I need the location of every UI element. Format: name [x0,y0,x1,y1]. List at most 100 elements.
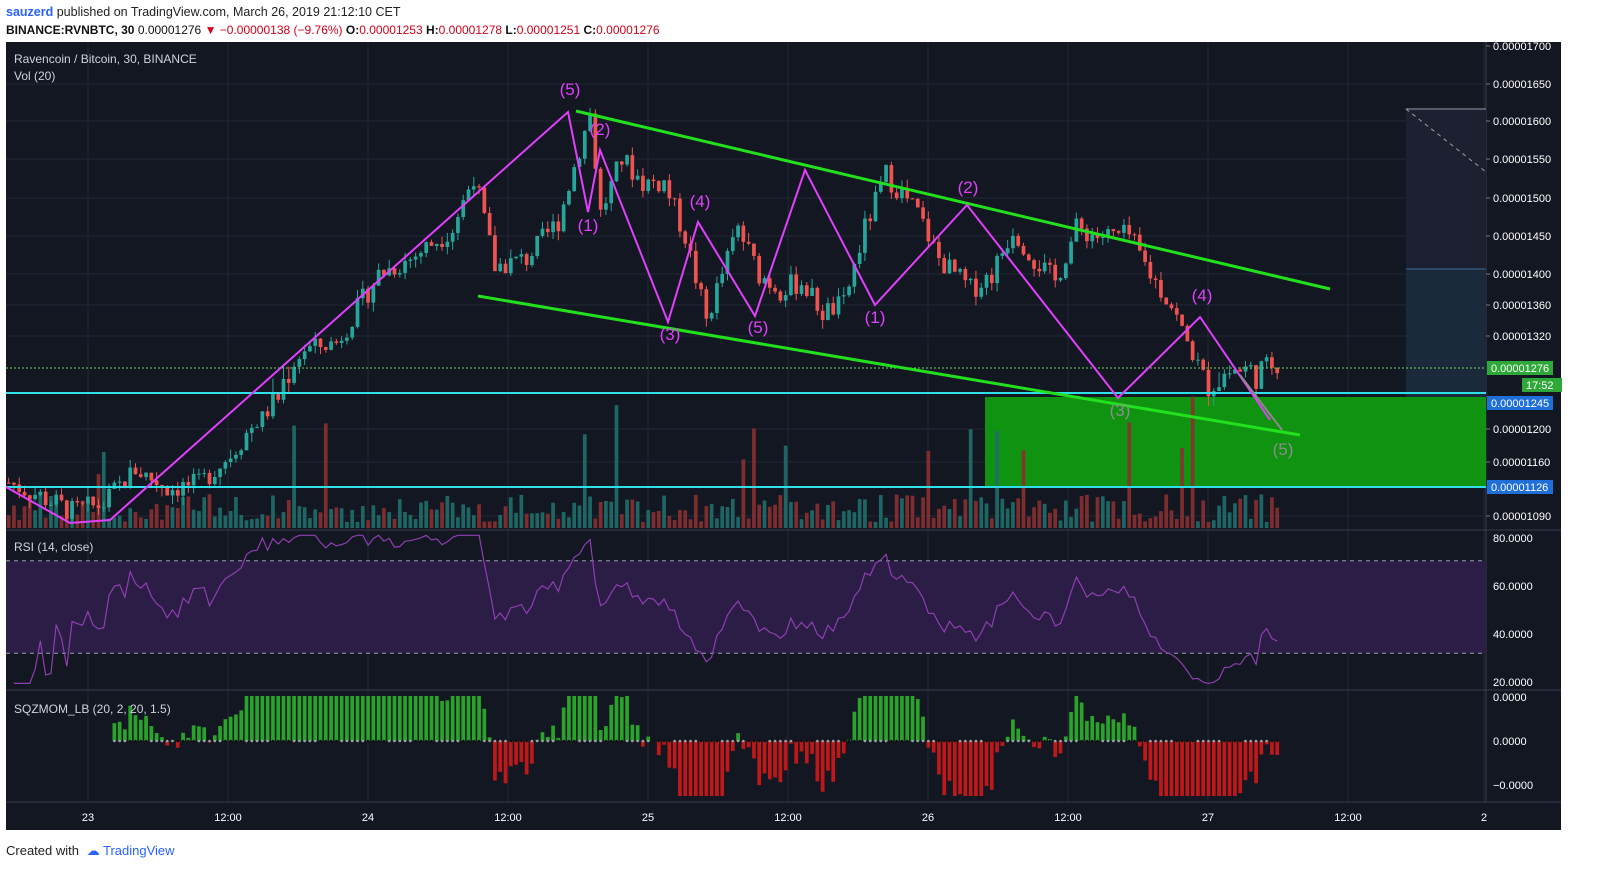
sqz-bar [863,696,867,741]
sqz-bar [942,741,947,796]
candle [313,338,318,346]
symbol-label: BINANCE:RVNBTC, 30 [6,23,135,37]
sqz-dot [594,739,597,743]
candle [138,474,143,477]
candle [614,161,619,182]
candle [662,180,666,192]
volume-bar [995,430,999,528]
volume-bar [387,512,392,528]
candle [1243,366,1248,372]
price-tick: 0.00001500 [1493,193,1551,205]
wave-label: (4) [690,192,711,211]
volume-bar [556,518,561,528]
sqz-bar [1275,741,1280,756]
candle [239,450,244,455]
volume-bar [91,511,96,528]
sqz-dot [324,739,328,743]
volume-bar [101,452,106,528]
candle [43,491,48,506]
volume-bar [910,495,915,528]
volume-bar [820,519,825,528]
candle [635,175,640,180]
volume-bar [1243,495,1248,528]
volume-bar [1222,495,1227,528]
volume-bar [1037,500,1042,528]
candle [989,274,994,284]
volume-bar [1048,512,1052,528]
sqz-bar [551,725,555,741]
sqz-bar [810,741,814,754]
tradingview-logo[interactable]: ☁ TradingView [87,843,175,858]
sqz-bar [646,736,651,741]
candle [995,255,999,284]
candle [551,221,555,233]
sqz-bar [884,696,888,741]
volume-bar [86,501,90,528]
low-label: L: [505,23,517,37]
candle [1164,297,1169,305]
volume-bar [397,499,402,528]
sqz-bar [1217,741,1221,796]
sqz-dot [620,739,624,743]
volume-bar [239,514,244,528]
volume-bar [741,459,746,528]
price-tick: 0.00001600 [1493,116,1551,128]
sqz-bar [218,726,222,741]
candle [117,481,122,483]
volume-bar [424,500,429,528]
sqz-dot [541,739,544,743]
candle [789,274,793,296]
candle [1058,278,1063,281]
volume-bar [360,506,365,528]
sqz-dot [1075,739,1078,743]
volume-bar [186,496,191,528]
candle [302,351,307,360]
sqz-dot [1117,739,1120,743]
sqz-bar [709,741,714,796]
candle [593,113,598,169]
volume-bar [138,517,143,528]
volume-bar [667,515,672,528]
sqz-bar [799,741,804,752]
sqz-dot [694,739,698,743]
sqz-dot [641,739,645,743]
sqz-dot [239,739,243,743]
volume-bar [202,497,207,528]
sqz-dot [202,739,206,743]
candles [6,107,1280,523]
volume-bar [461,504,466,528]
volume-bar [318,512,323,528]
sqz-bar [434,696,439,741]
volume-bar [593,518,598,528]
channel-upper [575,109,1331,291]
sqz-dot [773,739,777,743]
volume-bar [582,434,587,528]
sqz-bar [355,696,360,741]
candle [1159,280,1163,298]
candle [1100,237,1105,239]
volume-bar [133,512,138,528]
created-with-label: Created with [6,843,79,858]
candle [752,243,756,256]
sqz-dot [874,739,877,743]
sqz-bar [323,696,328,741]
sqz-dot [1027,739,1031,743]
volume-bar [376,515,381,528]
sqz-bar [466,696,471,741]
candle [244,432,249,451]
sqz-bar [1206,741,1211,796]
sqz-dot [779,739,782,743]
candle [804,285,809,296]
sqz-dot [113,739,116,743]
wave-label: (3) [1110,401,1131,420]
close-value: 0.00001276 [596,23,660,37]
sqz-dot [298,739,301,743]
sqz-dot [1233,739,1237,743]
sqz-dot [916,739,920,743]
sqz-dot [361,739,365,743]
sqz-bar [593,696,598,741]
author-name[interactable]: sauzerd [6,5,54,19]
candle [767,278,772,288]
sqz-dot [472,739,476,743]
